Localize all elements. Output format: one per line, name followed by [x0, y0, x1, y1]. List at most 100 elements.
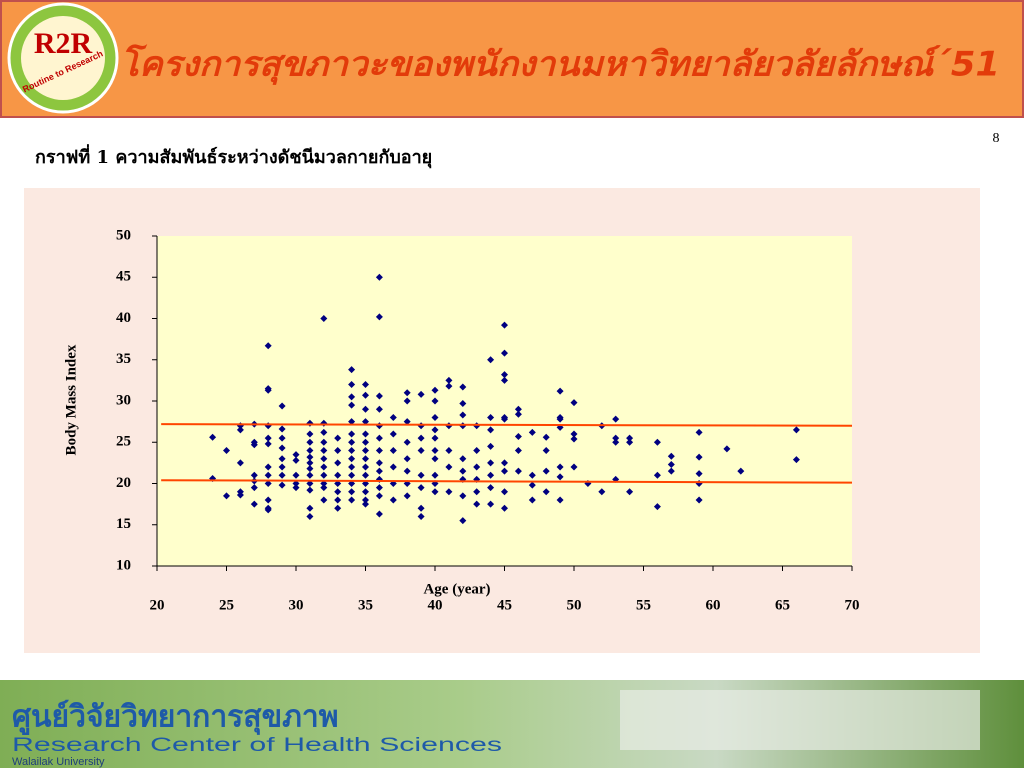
point [626, 488, 634, 496]
point [348, 430, 356, 438]
point [612, 415, 620, 423]
point [236, 426, 244, 434]
point [570, 463, 578, 471]
point [487, 500, 495, 508]
y-tick-label: 10 [116, 557, 131, 573]
x-tick-label: 35 [358, 597, 373, 613]
point [403, 455, 411, 463]
point [292, 451, 300, 459]
point [542, 467, 550, 475]
header-title: โครงการสุขภาวะของพนักงานมหาวิทยาลัยวลัยล… [120, 44, 1000, 86]
point [403, 467, 411, 475]
x-tick-label: 45 [497, 597, 512, 613]
point [431, 447, 439, 454]
point [695, 470, 703, 478]
point [348, 438, 356, 446]
point [431, 434, 439, 442]
point [792, 456, 800, 464]
point [389, 447, 397, 454]
point [320, 463, 328, 471]
point [501, 371, 508, 379]
point [320, 471, 328, 479]
point [320, 438, 328, 446]
point [348, 455, 356, 463]
point [320, 447, 328, 454]
point [487, 414, 495, 421]
point [362, 438, 369, 446]
point [556, 496, 564, 504]
point [306, 447, 314, 454]
point [417, 471, 425, 479]
point [542, 433, 550, 441]
point [501, 488, 508, 496]
logo-inner [21, 16, 105, 100]
point [250, 441, 258, 449]
point [334, 434, 342, 442]
point [348, 463, 356, 471]
point [362, 496, 369, 504]
point [792, 426, 800, 434]
point [612, 438, 620, 446]
x-axis-label: Age (year) [423, 581, 490, 597]
point [556, 473, 564, 481]
y-tick-label: 25 [116, 434, 131, 450]
point [501, 504, 508, 512]
point [487, 471, 495, 479]
point [348, 447, 356, 454]
point [459, 399, 467, 407]
footer-english-name: Research Center of Health Sciences [12, 735, 502, 756]
point [362, 405, 369, 413]
point [278, 463, 286, 471]
y-tick-label: 15 [116, 516, 131, 532]
point [417, 390, 425, 398]
point [278, 425, 286, 433]
point [487, 442, 495, 450]
x-tick-label: 55 [636, 597, 651, 613]
point [445, 376, 453, 384]
point [375, 459, 383, 467]
point [334, 459, 342, 467]
point [292, 471, 300, 479]
y-tick-label: 20 [116, 475, 131, 491]
footer-university: Walailak University [12, 756, 105, 768]
point [306, 438, 314, 446]
point [695, 428, 703, 436]
point [362, 500, 369, 508]
point [459, 383, 467, 391]
point [501, 459, 508, 467]
point [375, 273, 383, 281]
point [667, 452, 675, 460]
point [487, 459, 495, 467]
point [501, 467, 508, 475]
point [417, 513, 425, 520]
point [487, 356, 495, 364]
point [528, 471, 536, 479]
point [514, 447, 522, 454]
point [459, 467, 467, 475]
point [501, 415, 508, 423]
point [403, 397, 411, 405]
point [542, 488, 550, 496]
point [306, 453, 314, 461]
point [445, 463, 453, 471]
point [306, 513, 314, 520]
point [362, 381, 369, 388]
point [362, 418, 369, 426]
point [348, 366, 356, 374]
point [653, 471, 661, 479]
point [445, 382, 453, 390]
point [334, 447, 342, 454]
point [667, 461, 675, 469]
point [320, 484, 328, 492]
point [278, 402, 286, 410]
x-tick-label: 50 [567, 597, 582, 613]
point [487, 484, 495, 492]
point [306, 486, 314, 494]
reference-line [161, 479, 853, 484]
chart-title: กราฟที่ 1 ความสัมพันธ์ระหว่างดัชนีมวลกาย… [35, 144, 432, 169]
point [528, 496, 536, 504]
point [362, 447, 369, 454]
point [223, 447, 230, 454]
point [362, 391, 369, 399]
